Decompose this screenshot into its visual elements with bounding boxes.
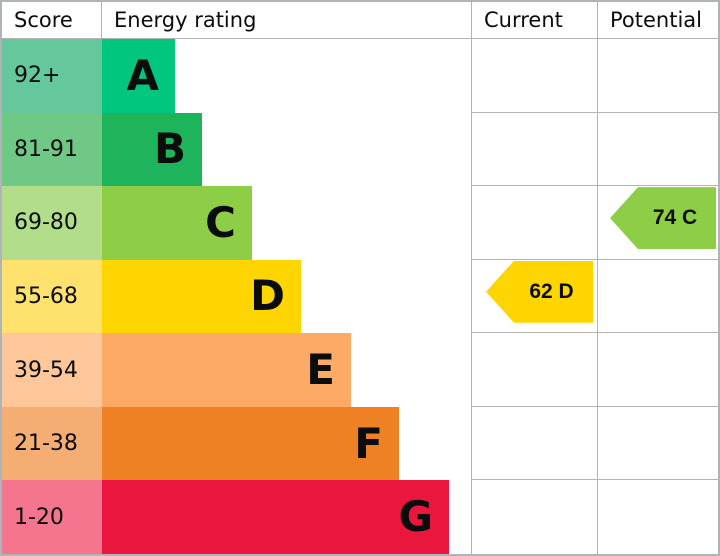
current-cell-b bbox=[471, 112, 597, 187]
header-potential: Potential bbox=[597, 2, 718, 39]
score-cell-f: 21-38 bbox=[2, 406, 102, 481]
band-bar-d: D bbox=[102, 259, 301, 334]
band-bar-f: F bbox=[102, 406, 399, 481]
bar-cell-b: B bbox=[102, 112, 471, 187]
bar-cell-f: F bbox=[102, 406, 471, 481]
score-cell-d: 55-68 bbox=[2, 259, 102, 334]
potential-cell-f bbox=[597, 406, 718, 481]
band-letter-a: A bbox=[126, 50, 159, 100]
bar-cell-g: G bbox=[102, 480, 471, 554]
band-bar-g: G bbox=[102, 480, 449, 554]
current-cell-a bbox=[471, 39, 597, 113]
current-cell-f bbox=[471, 406, 597, 481]
band-bar-a: A bbox=[102, 39, 175, 113]
current-cell-c bbox=[471, 186, 597, 260]
score-cell-e: 39-54 bbox=[2, 333, 102, 407]
score-cell-c: 69-80 bbox=[2, 186, 102, 260]
current-cell-g bbox=[471, 480, 597, 554]
header-current: Current bbox=[471, 2, 597, 39]
band-bar-b: B bbox=[102, 112, 202, 187]
potential-cell-a bbox=[597, 39, 718, 113]
band-letter-e: E bbox=[306, 345, 335, 395]
band-letter-g: G bbox=[398, 492, 433, 542]
score-cell-a: 92+ bbox=[2, 39, 102, 113]
band-letter-d: D bbox=[250, 271, 285, 321]
bar-cell-d: D bbox=[102, 259, 471, 334]
potential-cell-b bbox=[597, 112, 718, 187]
bar-cell-a: A bbox=[102, 39, 471, 113]
current-cell-d: 62 D bbox=[471, 259, 597, 334]
score-cell-b: 81-91 bbox=[2, 112, 102, 187]
bar-cell-c: C bbox=[102, 186, 471, 260]
score-cell-g: 1-20 bbox=[2, 480, 102, 554]
potential-cell-d bbox=[597, 259, 718, 334]
potential-cell-g bbox=[597, 480, 718, 554]
potential-cell-c: 74 C bbox=[597, 186, 718, 260]
band-bar-e: E bbox=[102, 333, 351, 407]
current-rating-arrow: 62 D bbox=[486, 260, 593, 323]
band-letter-b: B bbox=[153, 124, 186, 174]
potential-rating-arrow: 74 C bbox=[610, 187, 716, 250]
current-cell-e bbox=[471, 333, 597, 407]
header-energy-rating: Energy rating bbox=[102, 2, 471, 39]
band-letter-f: F bbox=[354, 418, 383, 468]
bar-cell-e: E bbox=[102, 333, 471, 407]
potential-cell-e bbox=[597, 333, 718, 407]
band-letter-c: C bbox=[205, 197, 236, 247]
band-bar-c: C bbox=[102, 186, 252, 260]
header-score: Score bbox=[2, 2, 102, 39]
